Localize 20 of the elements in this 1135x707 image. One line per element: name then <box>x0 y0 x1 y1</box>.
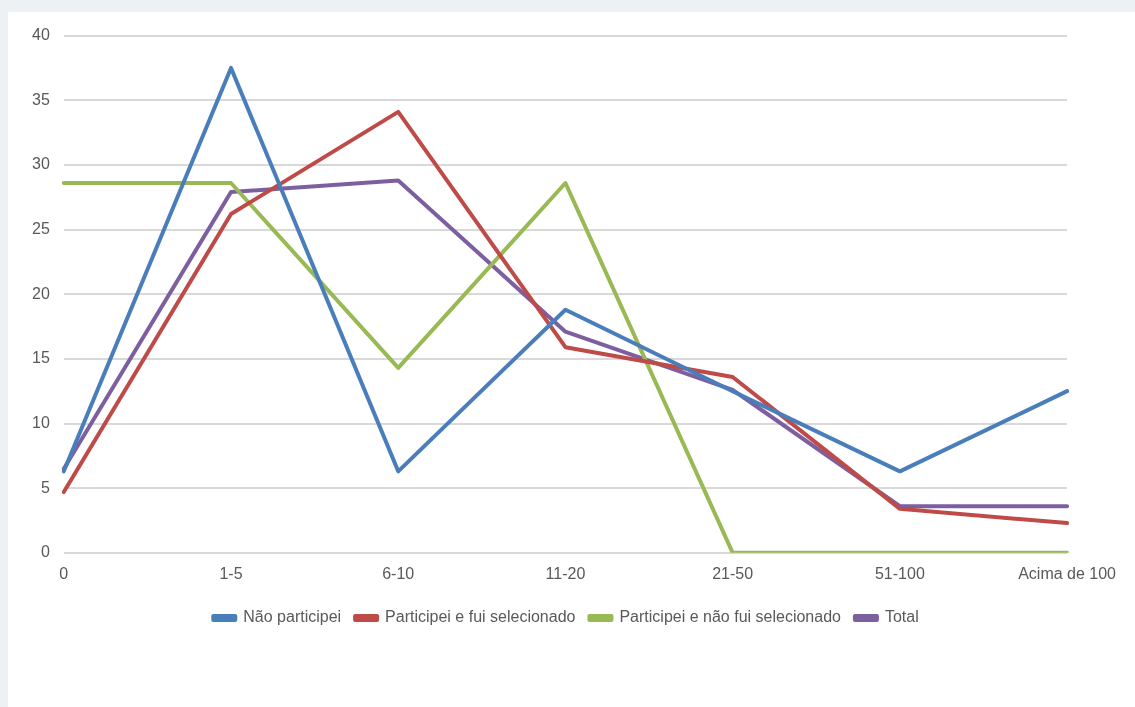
legend-label: Não participei <box>243 608 342 626</box>
y-tick-label: 15 <box>32 349 50 367</box>
y-tick-label: 20 <box>32 284 50 302</box>
x-tick-label: 1-5 <box>219 564 243 582</box>
y-tick-label: 40 <box>32 26 50 44</box>
y-tick-label: 0 <box>40 543 50 561</box>
legend-label: Participei e não fui selecionado <box>619 608 842 626</box>
y-tick-label: 35 <box>32 90 50 108</box>
legend-label: Participei e fui selecionado <box>385 608 576 626</box>
y-tick-label: 25 <box>32 219 50 237</box>
y-tick-label: 5 <box>40 478 50 496</box>
legend-label: Total <box>884 608 919 626</box>
x-tick-label: 0 <box>59 564 69 582</box>
y-tick-label: 30 <box>32 155 50 173</box>
y-tick-label: 10 <box>32 413 50 431</box>
x-tick-label: 51-100 <box>874 564 925 582</box>
x-tick-label: 11-20 <box>545 564 586 582</box>
x-tick-label: 6-10 <box>382 564 415 582</box>
x-tick-label: Acima de 100 <box>1018 564 1117 582</box>
x-tick-label: 21-50 <box>712 564 754 582</box>
